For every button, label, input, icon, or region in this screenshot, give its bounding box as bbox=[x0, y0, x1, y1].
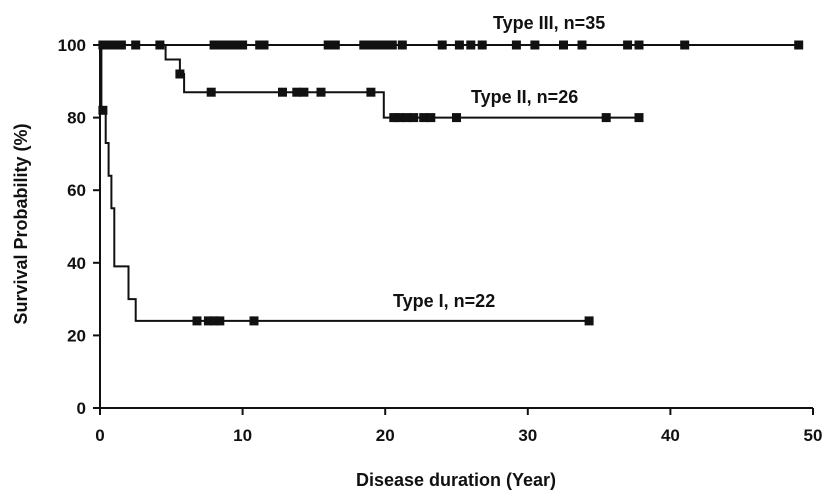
x-axis-title: Disease duration (Year) bbox=[356, 470, 556, 490]
censor-marker bbox=[389, 113, 399, 123]
x-tick-label: 10 bbox=[233, 426, 252, 445]
censor-marker bbox=[192, 316, 202, 326]
axes: 0 10 20 30 40 50 0 20 40 60 80 100 bbox=[58, 36, 823, 445]
censor-marker bbox=[278, 87, 287, 97]
censor-marker bbox=[530, 40, 540, 50]
series-group bbox=[100, 44, 644, 123]
series-label-type-ii: Type II, n=26 bbox=[471, 87, 578, 107]
censor-marker bbox=[216, 40, 226, 50]
censor-marker bbox=[330, 40, 340, 50]
y-tick-label: 0 bbox=[77, 399, 86, 418]
censor-marker bbox=[601, 113, 611, 123]
censor-marker bbox=[223, 40, 233, 50]
series-group bbox=[98, 40, 804, 50]
series-group bbox=[98, 44, 594, 326]
censor-marker bbox=[323, 40, 333, 50]
x-tick-label: 0 bbox=[95, 426, 104, 445]
censor-marker bbox=[316, 87, 326, 97]
y-tick-label: 100 bbox=[58, 36, 86, 55]
censor-marker bbox=[175, 69, 185, 79]
censor-marker bbox=[634, 40, 644, 50]
censor-marker bbox=[209, 40, 219, 50]
y-tick-label: 60 bbox=[67, 181, 86, 200]
x-tick-label: 20 bbox=[376, 426, 395, 445]
y-tick-label: 40 bbox=[67, 254, 86, 273]
x-tick-label: 50 bbox=[804, 426, 823, 445]
censor-marker bbox=[402, 113, 412, 123]
censor-marker bbox=[409, 113, 419, 123]
censor-marker bbox=[373, 40, 383, 50]
y-tick-label: 80 bbox=[67, 109, 86, 128]
censor-marker bbox=[559, 40, 568, 50]
censor-marker bbox=[395, 113, 404, 123]
censor-marker bbox=[231, 40, 240, 50]
censor-marker bbox=[452, 113, 461, 123]
censor-marker bbox=[366, 87, 376, 97]
censor-marker bbox=[623, 40, 633, 50]
censor-marker bbox=[511, 40, 521, 50]
censor-marker bbox=[380, 40, 390, 50]
censor-marker bbox=[299, 87, 309, 97]
x-tick-label: 30 bbox=[518, 426, 537, 445]
censor-marker bbox=[794, 40, 804, 50]
censor-marker bbox=[366, 40, 376, 50]
censor-marker bbox=[259, 40, 269, 50]
censor-marker bbox=[203, 316, 213, 326]
censor-marker bbox=[584, 316, 594, 326]
censor-marker bbox=[397, 40, 407, 50]
censor-marker bbox=[577, 40, 587, 50]
censor-marker bbox=[238, 40, 248, 50]
censor-marker bbox=[249, 316, 259, 326]
censor-marker bbox=[209, 316, 219, 326]
x-tick-label: 40 bbox=[661, 426, 680, 445]
series-layer bbox=[98, 40, 804, 326]
series-label-type-iii: Type III, n=35 bbox=[493, 13, 605, 33]
y-axis-title: Survival Probability (%) bbox=[11, 123, 31, 324]
censor-marker bbox=[98, 105, 108, 115]
censor-marker bbox=[292, 87, 302, 97]
censor-marker bbox=[387, 40, 397, 50]
y-tick-label: 20 bbox=[67, 326, 86, 345]
series-label-type-i: Type I, n=22 bbox=[393, 291, 495, 311]
censor-marker bbox=[634, 113, 644, 123]
censor-marker bbox=[215, 316, 225, 326]
censor-marker bbox=[477, 40, 487, 50]
censor-marker bbox=[359, 40, 369, 50]
censor-marker bbox=[419, 113, 429, 123]
censor-marker bbox=[426, 113, 436, 123]
censor-marker bbox=[437, 40, 447, 50]
censor-marker bbox=[680, 40, 690, 50]
censor-marker bbox=[206, 87, 216, 97]
censor-marker bbox=[466, 40, 476, 50]
censor-marker bbox=[454, 40, 464, 50]
